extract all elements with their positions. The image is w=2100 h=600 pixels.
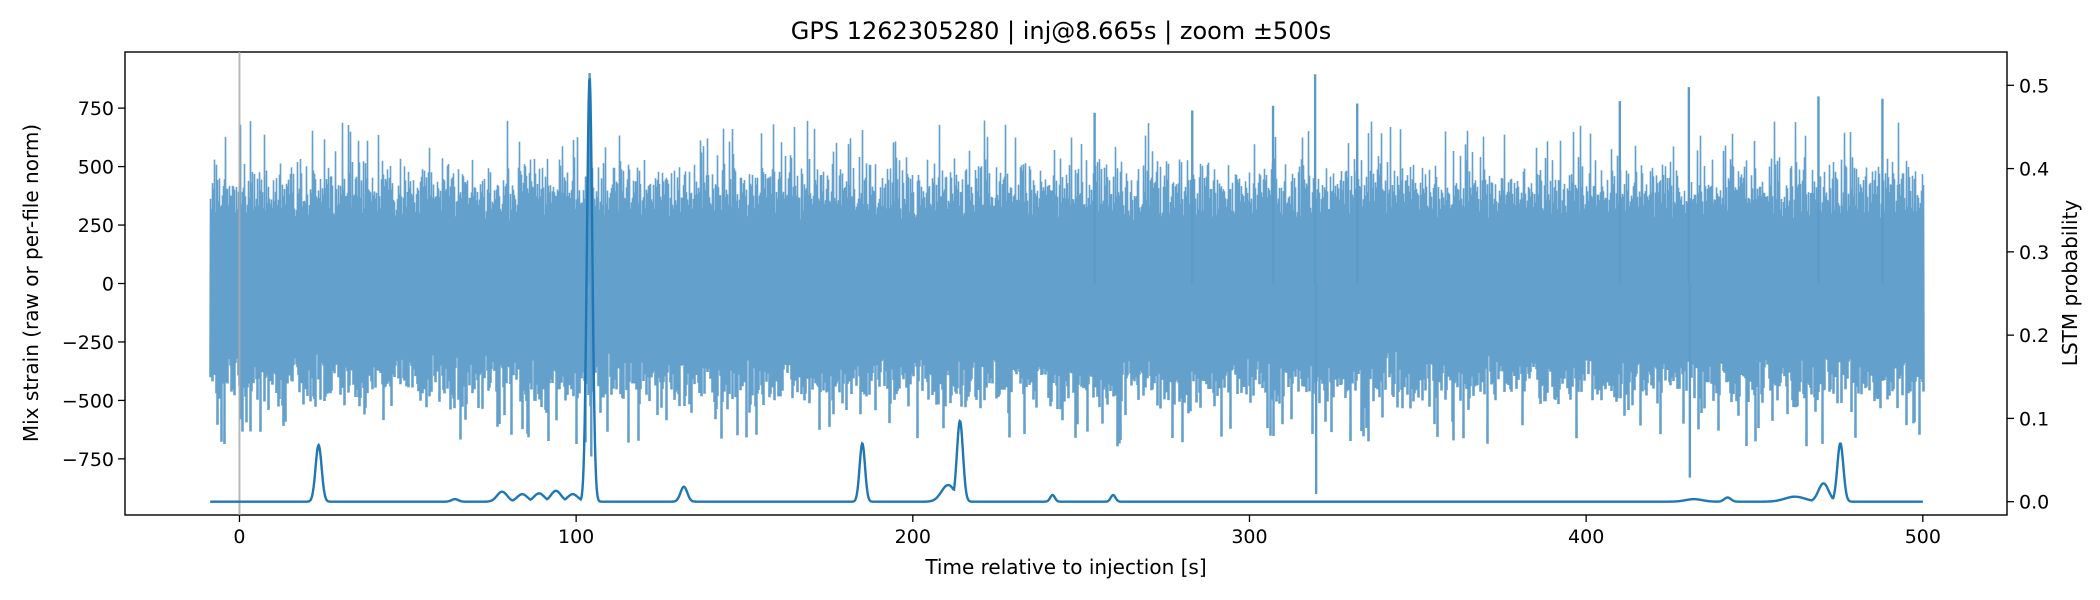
y-axis-right-ticks: 0.5 0.4 0.3 0.2 0.1 0.0 — [2007, 75, 2049, 514]
x-tick-label: 100 — [558, 526, 594, 548]
y-left-tick-label: 750 — [78, 98, 114, 120]
y-axis-left-ticks: 750 500 250 0 −250 −500 −750 — [62, 98, 125, 471]
y-left-tick-label: −750 — [62, 449, 114, 471]
x-tick-label: 300 — [1231, 526, 1267, 548]
x-tick-label: 200 — [895, 526, 931, 548]
y-left-tick-label: 0 — [102, 274, 114, 296]
plot-area — [209, 52, 1925, 515]
y-right-tick-label: 0.2 — [2019, 325, 2049, 347]
x-axis-ticks: 0 100 200 300 400 500 — [233, 515, 1941, 548]
x-tick-label: 400 — [1568, 526, 1604, 548]
lstm-probability-line — [210, 77, 1923, 503]
y-left-tick-label: −500 — [62, 390, 114, 412]
y-axis-right-label: LSTM probability — [2058, 200, 2082, 367]
x-tick-label: 0 — [233, 526, 245, 548]
x-axis-label: Time relative to injection [s] — [924, 555, 1206, 579]
y-right-tick-label: 0.1 — [2019, 408, 2049, 430]
y-left-tick-label: 250 — [78, 215, 114, 237]
y-right-tick-label: 0.5 — [2019, 75, 2049, 97]
y-right-tick-label: 0.0 — [2019, 492, 2049, 514]
y-left-tick-label: 500 — [78, 157, 114, 179]
y-right-tick-label: 0.3 — [2019, 242, 2049, 264]
strain-series-line — [209, 120, 1925, 447]
y-axis-left-label: Mix strain (raw or per-file norm) — [19, 124, 43, 442]
x-tick-label: 500 — [1905, 526, 1941, 548]
y-right-tick-label: 0.4 — [2019, 159, 2049, 181]
chart-title: GPS 1262305280 | inj@8.665s | zoom ±500s — [791, 17, 1331, 45]
y-left-tick-label: −250 — [62, 332, 114, 354]
